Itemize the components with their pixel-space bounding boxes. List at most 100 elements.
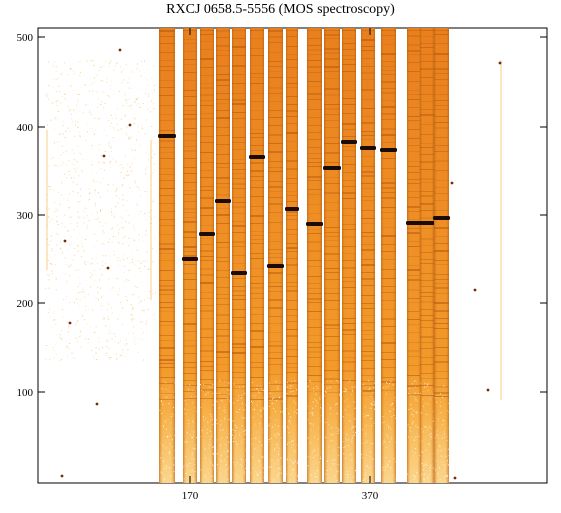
sky-line [250,196,264,197]
sky-line [183,128,197,129]
speckle [122,349,124,351]
speckle [71,162,73,164]
noise-dot [436,460,438,462]
speckle [95,326,97,328]
noise-dot [216,423,218,425]
noise-dot [235,435,237,437]
sky-line [361,89,375,91]
speckle [116,196,118,198]
speckle [61,249,63,251]
sky-line [183,251,197,252]
sky-line [342,281,356,282]
speckle [48,98,50,100]
speckle [122,167,124,169]
sky-line [420,301,434,303]
speckle [114,236,116,237]
speckle [125,309,127,311]
noise-dot [287,427,289,429]
speckle [54,254,56,256]
speckle [148,95,150,97]
speckle [148,93,150,95]
speckle [52,65,54,67]
speckle [102,243,104,245]
speckle [90,263,92,265]
noise-dot [364,406,366,408]
sky-line [407,120,421,121]
speckle [129,173,131,175]
sky-line [200,113,214,114]
sky-line [407,81,421,82]
sky-line [200,207,214,209]
dark-dot [473,288,477,292]
noise-dot [227,398,229,400]
noise-dot [184,408,186,410]
noise-dot [330,468,332,470]
y-axis: 500 400 300 200 100 [17,32,547,399]
sky-line [307,60,322,61]
noise-dot [295,403,297,405]
speckle [145,323,147,325]
noise-dot [228,394,230,396]
speckle [69,274,71,276]
speckle [92,60,94,61]
speckle [150,184,152,186]
speckle [51,264,53,265]
sky-line [434,187,449,188]
noise-dot [321,408,323,410]
sky-line [268,197,283,198]
speckle [69,91,71,93]
speckle [80,153,82,155]
speckle [48,208,50,210]
sky-line [232,159,246,160]
noise-dot [161,413,162,415]
speckle [91,145,93,147]
speckle [71,123,73,125]
sky-line [361,381,375,382]
sky-line [183,212,197,213]
noise-dot [273,397,275,399]
speckle [47,349,49,351]
sky-line [232,99,246,101]
sky-line [250,150,264,151]
noise-dot [408,393,410,395]
sky-line [361,295,375,296]
noise-dot [424,426,426,428]
speckle [116,358,118,360]
sky-line [324,360,340,361]
sky-line [407,356,421,357]
sky-line [342,224,356,225]
noise-dot [186,432,188,434]
noise-dot [200,469,202,471]
speckle [62,124,64,126]
sky-line [434,170,449,171]
noise-dot [210,420,212,422]
speckle [152,172,154,174]
noise-dot [183,478,185,480]
noise-dot [320,407,322,409]
noise-dot [193,447,195,449]
speckle [98,144,100,146]
speckle [117,224,119,226]
sky-line [183,39,197,40]
noise-dot [382,467,384,469]
sky-line [250,30,264,31]
speckle [84,296,86,298]
speckle [78,93,80,95]
noise-dot [439,479,441,480]
sky-line [381,100,396,101]
noise-dot [272,479,274,481]
sky-line [342,59,356,60]
sky-line [407,211,421,212]
noise-dot [221,437,223,439]
sky-line [159,289,175,291]
noise-dot [443,431,445,433]
noise-dot [383,469,385,471]
sky-line [342,43,356,44]
noise-dot [244,429,246,431]
speckle [120,172,122,173]
speckle [57,234,59,236]
speckle [128,98,130,100]
speckle [153,274,155,276]
sky-line [232,38,246,39]
noise-dot [313,424,314,426]
